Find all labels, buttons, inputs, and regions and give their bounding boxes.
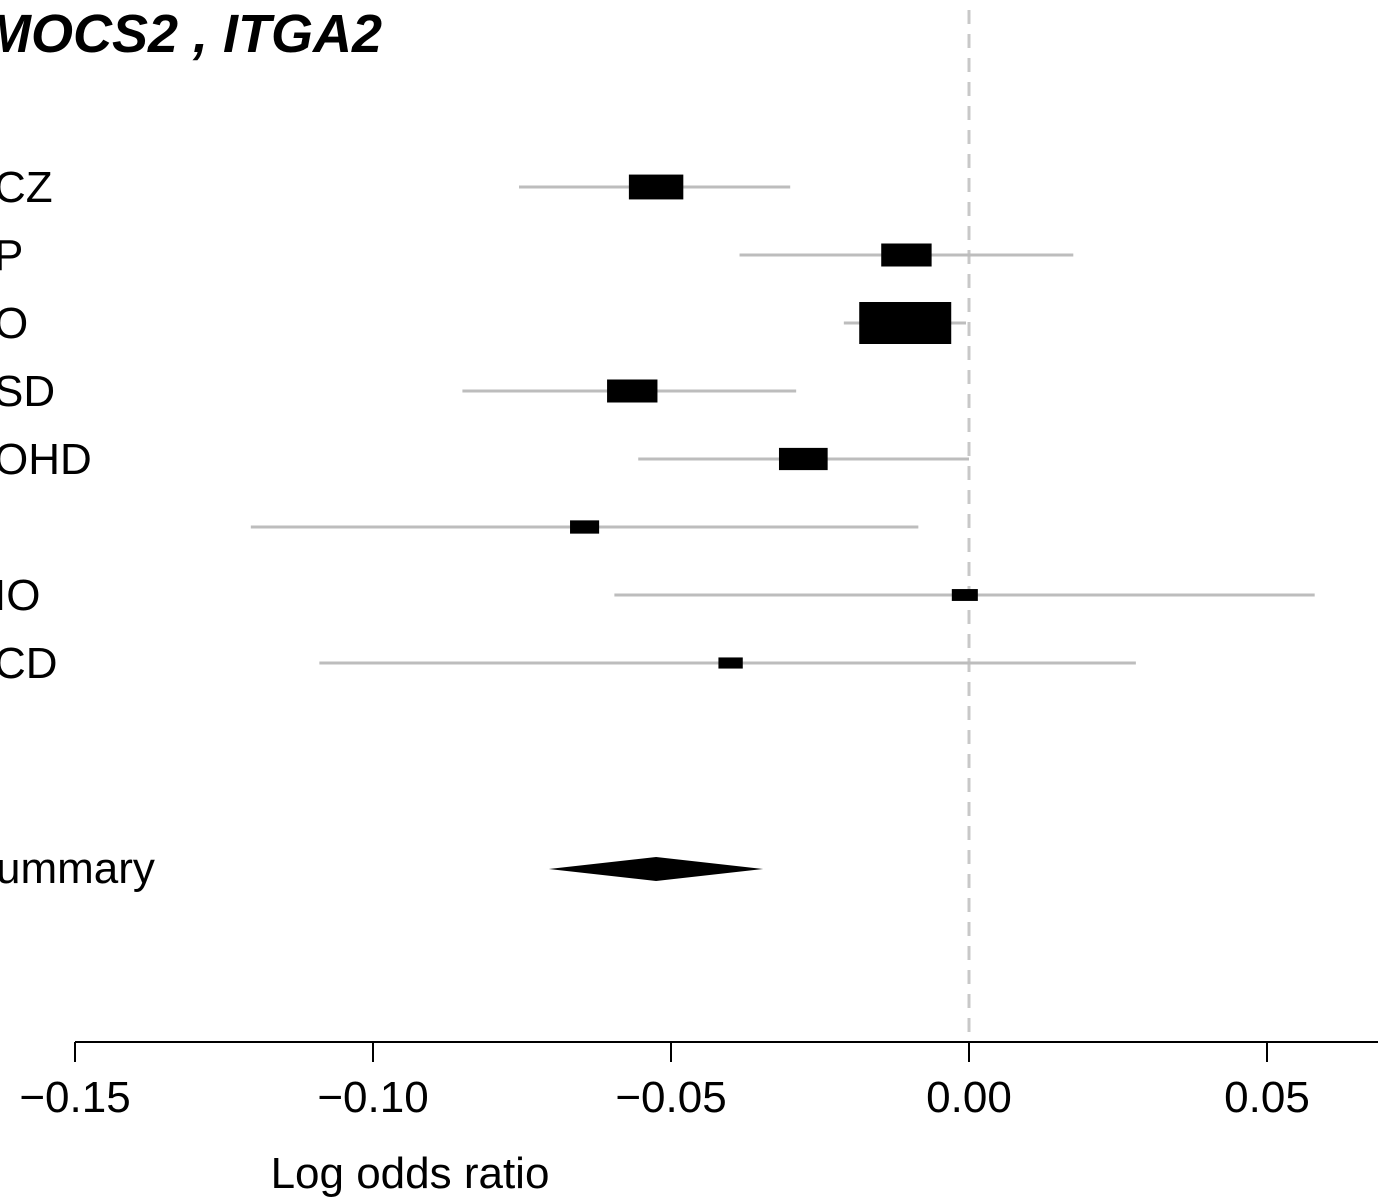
x-tick-label: −0.05 [615, 1073, 726, 1122]
study-row: CD [0, 639, 1136, 688]
study-row: CZ [0, 163, 791, 212]
study-label: IO [0, 571, 40, 620]
study-label: SD [0, 367, 55, 416]
summary-label: ummary [0, 844, 155, 893]
x-tick-label: 0.05 [1224, 1073, 1310, 1122]
x-tick-label: −0.15 [19, 1073, 130, 1122]
study-row: SD [0, 367, 797, 416]
study-row: O [0, 299, 967, 348]
x-tick-label: −0.10 [317, 1073, 428, 1122]
effect-box [859, 302, 952, 344]
effect-box [570, 520, 600, 534]
chart-title: MOCS2 , ITGA2 [0, 4, 382, 64]
x-axis: −0.15 −0.10 −0.05 0.00 0.05 [19, 1041, 1378, 1122]
study-label: P [0, 231, 23, 280]
study-row: IO [0, 571, 1315, 620]
effect-box [778, 447, 828, 471]
summary-diamond [548, 857, 764, 881]
effect-box [718, 657, 743, 669]
effect-box [628, 174, 684, 200]
effect-box [881, 243, 932, 267]
study-row: OHD [0, 435, 969, 484]
effect-box [607, 379, 658, 403]
summary-row: ummary [0, 844, 764, 893]
study-row [250, 520, 919, 534]
study-label: OHD [0, 435, 92, 484]
x-tick-label: 0.00 [926, 1073, 1012, 1122]
study-rows: CZ PO SD OHD IO CD [0, 163, 1315, 688]
effect-box [951, 589, 978, 601]
study-label: O [0, 299, 28, 348]
study-row: P [0, 231, 1074, 280]
x-axis-label: Log odds ratio [271, 1149, 550, 1197]
study-label: CD [0, 639, 58, 688]
study-label: CZ [0, 163, 53, 212]
